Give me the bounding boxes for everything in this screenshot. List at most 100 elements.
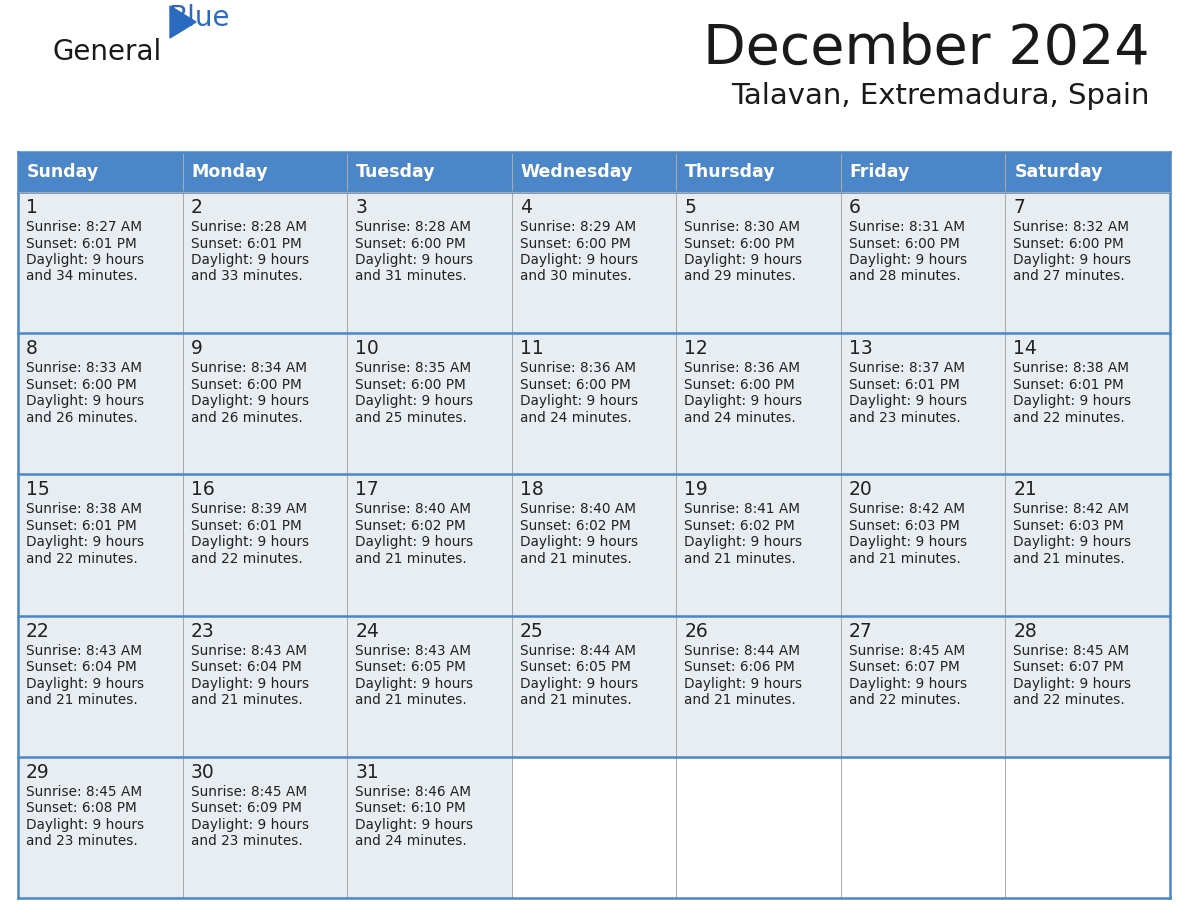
Text: 5: 5 <box>684 198 696 217</box>
Text: Sunset: 6:04 PM: Sunset: 6:04 PM <box>190 660 302 674</box>
Text: Daylight: 9 hours: Daylight: 9 hours <box>355 535 473 549</box>
Text: 28: 28 <box>1013 621 1037 641</box>
Bar <box>18 152 183 192</box>
Bar <box>183 333 347 475</box>
Text: Sunset: 6:07 PM: Sunset: 6:07 PM <box>849 660 960 674</box>
Bar <box>512 616 676 756</box>
Text: 7: 7 <box>1013 198 1025 217</box>
Text: 9: 9 <box>190 339 202 358</box>
Bar <box>347 475 512 616</box>
Text: Sunrise: 8:45 AM: Sunrise: 8:45 AM <box>190 785 307 799</box>
Bar <box>841 756 1005 898</box>
Bar <box>347 152 512 192</box>
Text: Daylight: 9 hours: Daylight: 9 hours <box>849 535 967 549</box>
Text: and 28 minutes.: and 28 minutes. <box>849 270 961 284</box>
Text: and 34 minutes.: and 34 minutes. <box>26 270 138 284</box>
Text: Sunset: 6:00 PM: Sunset: 6:00 PM <box>355 377 466 392</box>
Text: and 22 minutes.: and 22 minutes. <box>190 552 302 565</box>
Text: Sunrise: 8:41 AM: Sunrise: 8:41 AM <box>684 502 801 517</box>
Text: and 29 minutes.: and 29 minutes. <box>684 270 796 284</box>
Text: Daylight: 9 hours: Daylight: 9 hours <box>519 253 638 267</box>
Text: Sunset: 6:00 PM: Sunset: 6:00 PM <box>684 377 795 392</box>
Text: 12: 12 <box>684 339 708 358</box>
Bar <box>676 475 841 616</box>
Text: 30: 30 <box>190 763 214 782</box>
Text: 2: 2 <box>190 198 202 217</box>
Text: Sunset: 6:03 PM: Sunset: 6:03 PM <box>1013 519 1124 533</box>
Bar <box>18 756 183 898</box>
Text: Friday: Friday <box>849 163 910 181</box>
Text: Daylight: 9 hours: Daylight: 9 hours <box>684 677 802 690</box>
Text: and 21 minutes.: and 21 minutes. <box>849 552 961 565</box>
Text: Sunset: 6:02 PM: Sunset: 6:02 PM <box>355 519 466 533</box>
Bar <box>512 475 676 616</box>
Bar <box>841 616 1005 756</box>
Text: Daylight: 9 hours: Daylight: 9 hours <box>190 535 309 549</box>
Text: Thursday: Thursday <box>685 163 776 181</box>
Text: and 22 minutes.: and 22 minutes. <box>26 552 138 565</box>
Text: Sunrise: 8:33 AM: Sunrise: 8:33 AM <box>26 361 143 375</box>
Text: 20: 20 <box>849 480 873 499</box>
Text: Sunset: 6:02 PM: Sunset: 6:02 PM <box>684 519 795 533</box>
Bar <box>347 192 512 333</box>
Text: and 21 minutes.: and 21 minutes. <box>1013 552 1125 565</box>
Bar <box>1005 333 1170 475</box>
Text: Sunrise: 8:40 AM: Sunrise: 8:40 AM <box>355 502 472 517</box>
Text: Sunrise: 8:34 AM: Sunrise: 8:34 AM <box>190 361 307 375</box>
Bar <box>676 152 841 192</box>
Text: Sunrise: 8:38 AM: Sunrise: 8:38 AM <box>26 502 143 517</box>
Text: and 27 minutes.: and 27 minutes. <box>1013 270 1125 284</box>
Text: Sunrise: 8:28 AM: Sunrise: 8:28 AM <box>190 220 307 234</box>
Text: 4: 4 <box>519 198 532 217</box>
Text: and 23 minutes.: and 23 minutes. <box>849 410 961 425</box>
Bar <box>347 333 512 475</box>
Text: and 30 minutes.: and 30 minutes. <box>519 270 632 284</box>
Bar <box>183 192 347 333</box>
Text: Blue: Blue <box>168 4 229 32</box>
Bar <box>512 192 676 333</box>
Text: Sunset: 6:01 PM: Sunset: 6:01 PM <box>26 519 137 533</box>
Text: Talavan, Extremadura, Spain: Talavan, Extremadura, Spain <box>732 82 1150 110</box>
Text: Sunset: 6:06 PM: Sunset: 6:06 PM <box>684 660 795 674</box>
Text: Sunset: 6:04 PM: Sunset: 6:04 PM <box>26 660 137 674</box>
Text: Daylight: 9 hours: Daylight: 9 hours <box>849 677 967 690</box>
Text: Daylight: 9 hours: Daylight: 9 hours <box>684 394 802 409</box>
Text: Sunset: 6:03 PM: Sunset: 6:03 PM <box>849 519 960 533</box>
Bar <box>183 152 347 192</box>
Text: Daylight: 9 hours: Daylight: 9 hours <box>190 253 309 267</box>
Text: Sunset: 6:00 PM: Sunset: 6:00 PM <box>190 377 302 392</box>
Bar <box>183 475 347 616</box>
Bar <box>676 756 841 898</box>
Text: and 33 minutes.: and 33 minutes. <box>190 270 302 284</box>
Bar <box>512 333 676 475</box>
Text: 21: 21 <box>1013 480 1037 499</box>
Text: Sunrise: 8:39 AM: Sunrise: 8:39 AM <box>190 502 307 517</box>
Text: Daylight: 9 hours: Daylight: 9 hours <box>1013 677 1131 690</box>
Text: and 21 minutes.: and 21 minutes. <box>190 693 302 707</box>
Text: Sunset: 6:00 PM: Sunset: 6:00 PM <box>355 237 466 251</box>
Text: Sunset: 6:01 PM: Sunset: 6:01 PM <box>26 237 137 251</box>
Text: Sunrise: 8:42 AM: Sunrise: 8:42 AM <box>849 502 965 517</box>
Text: Sunrise: 8:43 AM: Sunrise: 8:43 AM <box>355 644 472 657</box>
Text: and 31 minutes.: and 31 minutes. <box>355 270 467 284</box>
Text: Sunrise: 8:45 AM: Sunrise: 8:45 AM <box>1013 644 1130 657</box>
Text: Wednesday: Wednesday <box>520 163 633 181</box>
Text: Daylight: 9 hours: Daylight: 9 hours <box>684 253 802 267</box>
Text: Monday: Monday <box>191 163 268 181</box>
Text: Daylight: 9 hours: Daylight: 9 hours <box>355 818 473 832</box>
Text: Sunrise: 8:44 AM: Sunrise: 8:44 AM <box>519 644 636 657</box>
Bar <box>183 756 347 898</box>
Text: and 22 minutes.: and 22 minutes. <box>1013 410 1125 425</box>
Text: Sunset: 6:02 PM: Sunset: 6:02 PM <box>519 519 631 533</box>
Text: Daylight: 9 hours: Daylight: 9 hours <box>684 535 802 549</box>
Bar <box>1005 756 1170 898</box>
Text: Sunrise: 8:42 AM: Sunrise: 8:42 AM <box>1013 502 1130 517</box>
Text: 23: 23 <box>190 621 214 641</box>
Text: Daylight: 9 hours: Daylight: 9 hours <box>26 394 144 409</box>
Bar <box>841 192 1005 333</box>
Text: and 21 minutes.: and 21 minutes. <box>355 693 467 707</box>
Text: and 21 minutes.: and 21 minutes. <box>684 693 796 707</box>
Text: 8: 8 <box>26 339 38 358</box>
Text: 6: 6 <box>849 198 861 217</box>
Text: and 21 minutes.: and 21 minutes. <box>26 693 138 707</box>
